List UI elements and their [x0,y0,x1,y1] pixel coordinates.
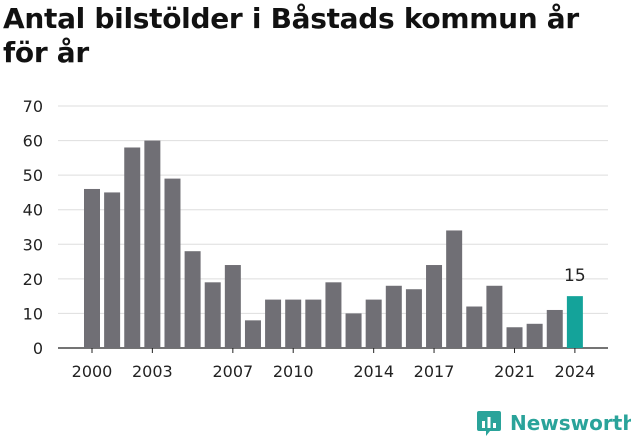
bar-2022[interactable] [526,323,543,348]
bar-2004[interactable] [164,178,181,348]
y-tick-label: 50 [23,166,43,185]
bar-2009[interactable] [265,299,282,348]
bar-2012[interactable] [325,282,342,348]
y-tick-label: 40 [23,201,43,220]
bar-2002[interactable] [124,147,141,348]
x-tick-label: 2014 [353,362,394,381]
x-tick-label: 2000 [72,362,113,381]
bar-2008[interactable] [244,320,261,348]
x-tick-label: 2007 [212,362,253,381]
y-tick-label: 20 [23,270,43,289]
y-tick-label: 10 [23,304,43,323]
bars [84,140,583,348]
x-tick-label: 2017 [414,362,455,381]
bar-2017[interactable] [426,265,443,348]
y-tick-label: 70 [23,97,43,116]
bar-2024[interactable] [566,296,583,348]
annotations: 15 [564,266,586,286]
bar-2013[interactable] [345,313,362,348]
bar-2011[interactable] [305,299,322,348]
y-tick-label: 30 [23,235,43,254]
bar-2021[interactable] [506,327,523,348]
x-tick-label: 2003 [132,362,173,381]
x-tick-label: 2010 [273,362,314,381]
chart-title: Antal bilstölder i Båstads kommun år för… [3,2,579,69]
bar-2005[interactable] [184,251,201,348]
bar-2016[interactable] [405,289,422,348]
bar-2023[interactable] [546,309,563,348]
y-tick-label: 60 [23,132,43,151]
bar-2020[interactable] [486,285,503,348]
bar-2018[interactable] [446,230,463,348]
bar-2000[interactable] [84,188,100,348]
y-axis-labels: 0 10 20 30 40 50 60 70 [23,97,43,358]
bar-2001[interactable] [104,192,121,348]
bar-2007[interactable] [224,265,241,348]
y-tick-label: 0 [33,339,43,358]
bar-2014[interactable] [365,299,382,348]
brand-name: Newsworthy [510,411,631,435]
newsworthy-logo-icon [477,411,501,436]
x-tick-label: 2024 [555,362,596,381]
bar-2010[interactable] [285,299,302,348]
brand[interactable]: Newsworthy [476,408,631,438]
data-label-highlight: 15 [564,266,586,286]
bar-2015[interactable] [385,285,402,348]
bar-2019[interactable] [466,306,483,348]
bar-2003[interactable] [144,140,161,348]
x-tick-label: 2021 [494,362,535,381]
x-axis-labels: 2000 2003 2007 2010 2014 2017 2021 2024 [72,348,596,381]
bar-2006[interactable] [204,282,221,348]
